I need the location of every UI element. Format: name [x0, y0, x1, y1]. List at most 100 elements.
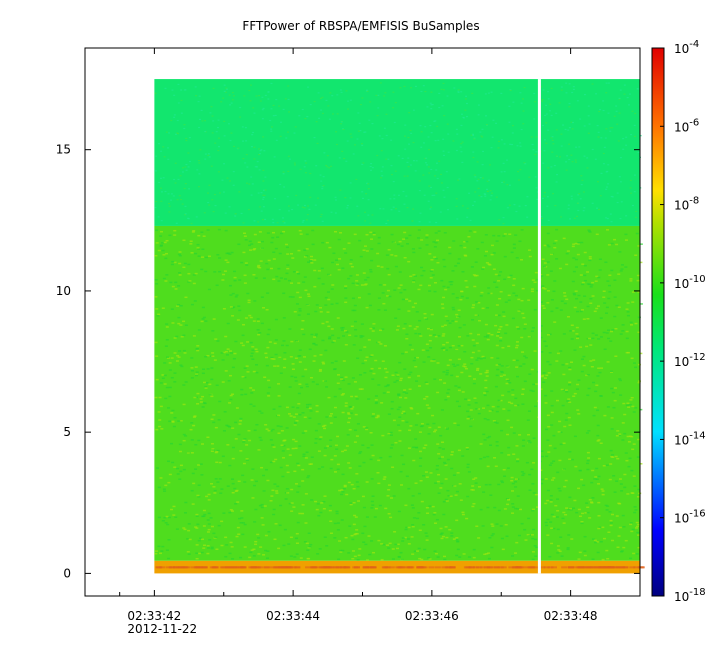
- texture-speck: [352, 501, 356, 504]
- texture-speck: [628, 457, 632, 460]
- texture-speck: [579, 198, 582, 200]
- texture-speck: [422, 174, 425, 176]
- texture-speck: [539, 336, 543, 339]
- texture-speck: [425, 535, 429, 537]
- texture-speck: [477, 333, 481, 336]
- texture-speck: [207, 192, 210, 194]
- texture-speck: [596, 305, 600, 307]
- texture-speck: [207, 493, 211, 496]
- texture-speck: [163, 362, 167, 364]
- texture-speck: [370, 507, 374, 509]
- texture-speck: [215, 461, 219, 464]
- texture-speck: [290, 253, 294, 255]
- texture-speck: [181, 167, 184, 169]
- texture-speck: [341, 450, 345, 453]
- texture-speck: [350, 395, 354, 398]
- texture-speck: [501, 394, 505, 397]
- texture-speck: [230, 132, 233, 134]
- texture-speck: [562, 468, 566, 470]
- texture-speck: [216, 126, 219, 129]
- texture-speck: [377, 297, 381, 299]
- texture-speck: [335, 263, 339, 266]
- texture-speck: [367, 183, 370, 185]
- texture-speck: [615, 515, 619, 517]
- texture-speck: [154, 396, 158, 399]
- texture-speck: [442, 500, 446, 503]
- texture-speck: [495, 374, 499, 377]
- texture-speck: [323, 447, 327, 449]
- texture-speck: [390, 139, 393, 141]
- texture-speck: [436, 261, 440, 264]
- texture-speck: [613, 115, 616, 117]
- texture-speck: [349, 259, 353, 261]
- texture-speck: [393, 121, 396, 124]
- texture-speck: [511, 506, 515, 508]
- texture-speck: [319, 307, 323, 309]
- texture-speck: [297, 464, 301, 467]
- texture-speck: [293, 311, 297, 313]
- texture-speck: [291, 368, 295, 371]
- texture-speck: [503, 233, 507, 235]
- texture-speck: [215, 548, 219, 551]
- texture-speck: [257, 333, 261, 336]
- texture-speck: [272, 258, 276, 260]
- texture-speck: [570, 338, 574, 340]
- texture-speck: [248, 244, 252, 247]
- texture-speck: [239, 522, 243, 524]
- texture-speck: [443, 196, 446, 198]
- texture-speck: [201, 395, 205, 398]
- texture-speck: [475, 301, 479, 303]
- texture-speck: [246, 371, 250, 373]
- texture-speck: [162, 177, 165, 179]
- texture-speck: [388, 455, 392, 458]
- texture-speck: [601, 493, 605, 496]
- texture-speck: [224, 536, 228, 539]
- texture-speck: [607, 531, 611, 534]
- texture-speck: [227, 123, 230, 125]
- texture-speck: [596, 375, 600, 377]
- texture-speck: [387, 484, 391, 486]
- texture-speck: [277, 414, 281, 417]
- texture-speck: [212, 87, 215, 90]
- texture-speck: [517, 170, 520, 173]
- texture-speck: [386, 289, 390, 292]
- texture-speck: [247, 208, 250, 211]
- texture-speck: [430, 268, 434, 271]
- texture-speck: [501, 347, 505, 349]
- texture-speck: [281, 344, 285, 347]
- texture-speck: [490, 333, 494, 336]
- texture-speck: [270, 241, 274, 244]
- texture-speck: [471, 505, 475, 508]
- texture-speck: [224, 555, 228, 558]
- texture-speck: [520, 336, 524, 339]
- texture-speck: [566, 548, 570, 551]
- texture-speck: [296, 291, 300, 294]
- texture-speck: [548, 110, 551, 112]
- texture-speck: [613, 491, 617, 493]
- texture-speck: [366, 447, 370, 449]
- texture-speck: [164, 484, 168, 487]
- texture-speck: [348, 406, 352, 408]
- texture-speck: [364, 211, 367, 213]
- texture-speck: [416, 237, 420, 239]
- texture-speck: [176, 199, 179, 201]
- texture-speck: [173, 114, 176, 116]
- texture-speck: [242, 462, 246, 465]
- texture-speck: [428, 185, 431, 187]
- texture-speck: [621, 324, 625, 326]
- texture-speck: [223, 90, 226, 92]
- texture-speck: [554, 504, 558, 507]
- texture-speck: [298, 229, 302, 232]
- texture-speck: [328, 504, 332, 507]
- texture-speck: [531, 558, 535, 561]
- texture-speck: [307, 295, 311, 298]
- texture-speck: [543, 340, 547, 343]
- texture-speck: [359, 129, 362, 132]
- texture-speck: [292, 271, 296, 273]
- texture-speck: [367, 188, 370, 190]
- texture-speck: [369, 458, 373, 461]
- texture-speck: [616, 546, 620, 549]
- texture-speck: [409, 275, 413, 278]
- texture-speck: [189, 240, 193, 242]
- texture-speck: [259, 439, 263, 441]
